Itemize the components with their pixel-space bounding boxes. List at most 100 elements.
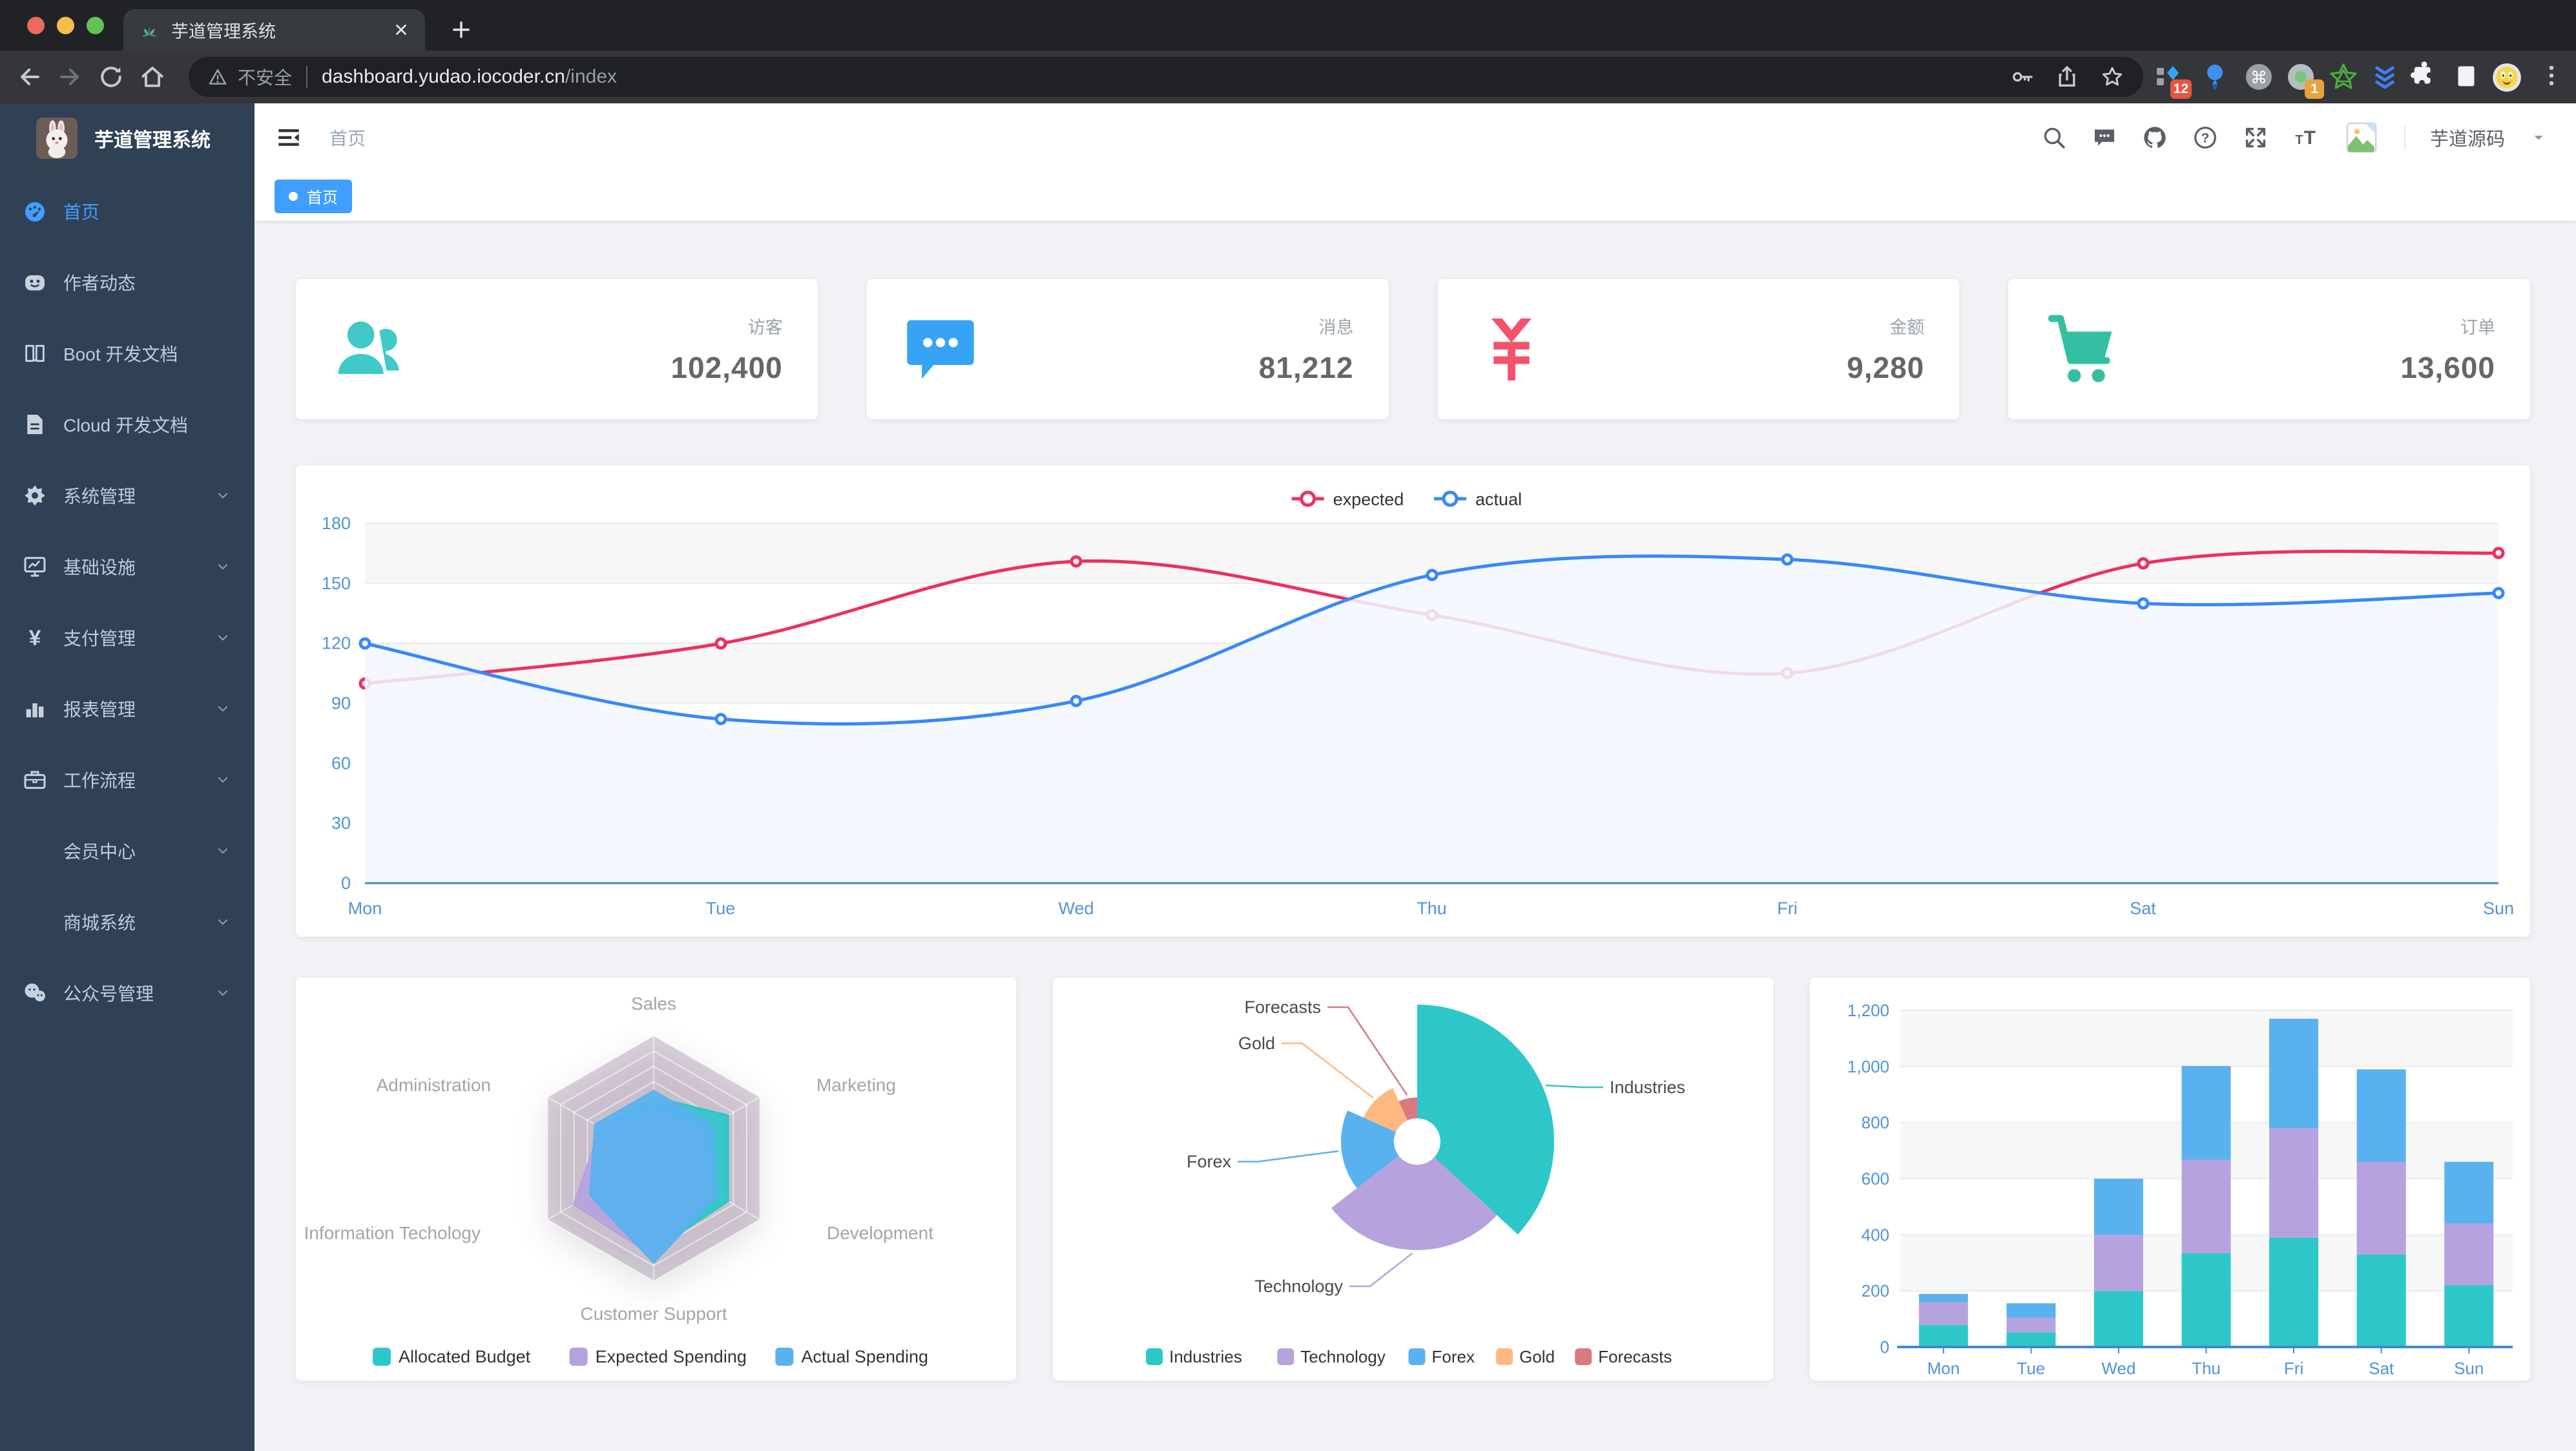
sidebar-item-10[interactable]: 商城系统 [0,886,254,957]
tag-首页[interactable]: 首页 [275,179,352,213]
budget-radar-chart[interactable]: Sales Marketing Development Customer Suppor… [296,977,1015,1381]
weekly-line-chart[interactable]: 0 30 60 90 120 150 180 Mon Tue Wed Thu Fri Sat Sun exp… [296,465,2526,937]
extension-record-icon[interactable]: 1 [2285,61,2324,99]
stat-card-3[interactable]: 订单 13,600 [2008,279,2530,419]
sidebar: 芋道管理系统 首页 作者动态 Boot 开发文档 Cloud 开发文档 系统管理 基础设施… [0,103,254,1451]
forward-button[interactable] [56,63,84,91]
browser-menu-icon[interactable] [2537,61,2568,92]
help-icon[interactable]: ? [2192,125,2218,151]
svg-text:180: 180 [322,514,351,533]
bar-segment [2006,1317,2056,1333]
dashboard-content: 访客 102,400 消息 81,212 金额 9,280 订单 13,600 0 30 60 90… [254,222,2576,1451]
pie-slice-Industries [1417,1005,1555,1235]
svg-text:Technology: Technology [1300,1347,1386,1366]
browser-tab[interactable]: 芋道管理系统 [123,9,425,50]
sidebar-item-3[interactable]: Cloud 开发文档 [0,389,254,460]
category-pie-chart[interactable]: Industries Technology Forex Gold Forecasts In… [1053,977,1772,1381]
extension-green-star-icon[interactable] [2328,61,2359,92]
url-bar[interactable]: 不安全 dashboard.yudao.iocoder.cn/index [189,57,2143,97]
bar-segment [2093,1235,2143,1291]
svg-text:actual: actual [1475,490,1522,509]
message-icon[interactable] [2092,125,2117,151]
svg-text:T: T [2295,133,2303,147]
weekly-bar-chart[interactable]: 0 200 400 600 800 1,000 1,200 Mon Tue Wed Thu Fri Sa… [1810,977,2529,1381]
sidebar-item-label: 报表管理 [63,700,136,720]
monitor-icon [24,557,46,577]
sidebar-item-6[interactable]: ¥ 支付管理 [0,602,254,673]
pie-label-Gold: Gold [1238,1034,1275,1053]
password-key-icon[interactable] [2009,64,2035,90]
chevron-down-icon [218,635,228,641]
home-button[interactable] [138,63,167,91]
window-controls[interactable] [27,17,104,34]
share-icon[interactable] [2054,64,2080,90]
pie-slice-Gold [1363,1088,1408,1133]
reload-button[interactable] [97,63,125,91]
extensions-puzzle-icon[interactable] [2409,61,2440,92]
username[interactable]: 芋道源码 [2429,129,2505,150]
svg-text:⌘: ⌘ [2250,68,2267,87]
breadcrumb[interactable]: 首页 [329,128,366,149]
stat-card-2[interactable]: 金额 9,280 [1437,279,1960,419]
svg-text:30: 30 [331,813,351,833]
new-tab-button[interactable] [444,13,478,47]
sidebar-item-7[interactable]: 报表管理 [0,673,254,744]
svg-text:Thu: Thu [2192,1359,2221,1378]
peoples-icon [335,318,402,377]
extension-command-icon[interactable]: ⌘ [2243,61,2274,92]
sidebar-logo[interactable]: 芋道管理系统 [0,103,254,173]
svg-text:90: 90 [331,694,351,713]
sidebar-item-0[interactable]: 首页 [0,176,254,247]
sidebar-item-9[interactable]: 会员中心 [0,815,254,886]
maximize-window-button[interactable] [87,17,104,34]
logo-avatar [36,118,78,159]
svg-text:expected: expected [1333,490,1404,509]
sidebar-item-4[interactable]: 系统管理 [0,460,254,531]
extension-balloon-icon[interactable] [2199,61,2230,92]
hamburger-icon[interactable] [275,124,302,151]
user-avatar-placeholder-icon[interactable] [2343,120,2380,156]
chevron-down-icon [218,990,228,996]
fullscreen-icon[interactable] [2243,125,2269,151]
legend-item-expected: expected [1291,490,1404,509]
sidebar-item-2[interactable]: Boot 开发文档 [0,318,254,389]
extension-grid-diamond-icon[interactable]: 12 [2153,61,2192,99]
stat-card-label: 金额 [1889,318,1925,337]
minimize-window-button[interactable] [57,17,74,34]
book-icon [25,344,45,362]
caret-down-icon[interactable] [2529,129,2548,147]
svg-text:60: 60 [331,753,351,773]
svg-text:?: ? [2201,130,2210,145]
sidebar-item-8[interactable]: 工作流程 [0,744,254,815]
svg-text:150: 150 [322,574,351,593]
profile-avatar[interactable] [2491,61,2522,92]
stat-card-value: 9,280 [1847,351,1925,384]
back-button[interactable] [16,63,44,91]
github-icon[interactable] [2142,125,2168,151]
extension-chevrons-icon[interactable] [2369,61,2400,92]
bar-segment [2181,1160,2231,1253]
sidebar-item-11[interactable]: 公众号管理 [0,957,254,1028]
chevron-down-icon [218,493,228,499]
close-window-button[interactable] [27,17,45,34]
chevron-down-icon [218,777,228,783]
sidebar-item-1[interactable]: 作者动态 [0,247,254,318]
url-text[interactable]: dashboard.yudao.iocoder.cn/index [322,66,617,88]
bar-segment [1918,1302,1968,1325]
security-warning-icon[interactable] [207,66,229,88]
search-icon[interactable] [2041,125,2067,151]
bookmark-star-icon[interactable] [2099,64,2125,90]
tab-favicon-leaf-icon [139,19,160,40]
tab-close-icon[interactable] [393,21,410,38]
side-panel-icon[interactable] [2451,61,2482,92]
chevron-down-icon [218,564,228,570]
svg-text:Fri: Fri [2284,1359,2303,1378]
stat-card-0[interactable]: 访客 102,400 [296,279,818,419]
bar-segment [2356,1069,2406,1162]
stat-card-1[interactable]: 消息 81,212 [866,279,1389,419]
svg-text:Industries: Industries [1169,1347,1242,1366]
sidebar-item-label: 公众号管理 [63,984,154,1004]
extension-badge: 1 [2305,79,2324,99]
sidebar-item-5[interactable]: 基础设施 [0,531,254,602]
